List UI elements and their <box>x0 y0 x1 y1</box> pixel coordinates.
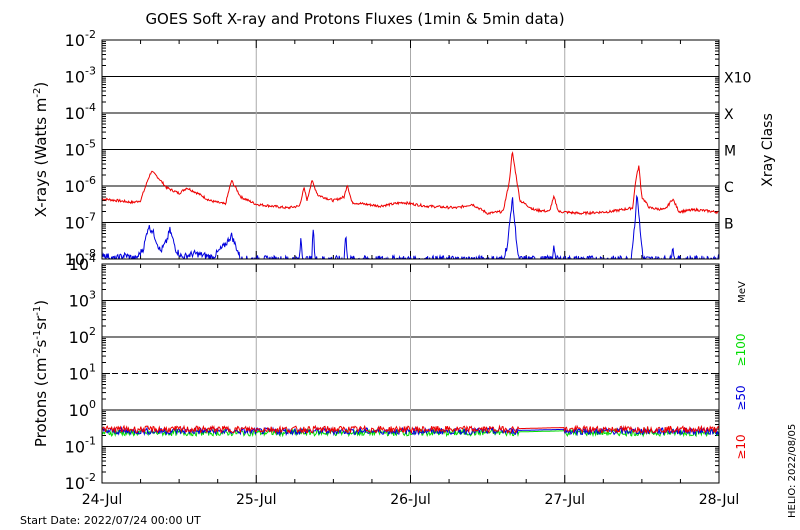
y-tick-label: 10-8 <box>65 247 96 269</box>
panel-frame <box>101 263 720 484</box>
xray-class-axis-label: Xray Class <box>760 113 776 187</box>
y-tick-label: 100 <box>69 398 96 420</box>
x-tick-label: 27-Jul <box>544 492 585 508</box>
energy-unit-label: MeV <box>737 281 748 303</box>
x-tick-label: 28-Jul <box>699 492 740 508</box>
start-date-label: Start Date: 2022/07/24 00:00 UT <box>20 514 201 527</box>
y-tick-label: 10-6 <box>65 174 96 196</box>
xray-class-label: C <box>724 180 734 196</box>
x-tick-label: 24-Jul <box>82 492 123 508</box>
energy-label: ≥100 <box>734 334 748 367</box>
y-axis-label: X-rays (Watts m-2) <box>32 82 50 217</box>
helio-stamp: HELIO: 2022/08/05 <box>787 424 798 518</box>
x-tick-label: 25-Jul <box>236 492 277 508</box>
y-tick-label: 10-2 <box>65 471 96 493</box>
x-tick-label: 26-Jul <box>390 492 431 508</box>
y-tick-label: 10-5 <box>65 138 96 160</box>
y-tick-label: 10-3 <box>65 65 96 87</box>
energy-label: ≥50 <box>734 385 748 410</box>
y-tick-label: 10-2 <box>65 28 96 50</box>
y-tick-label: 103 <box>69 289 96 311</box>
panel-frame <box>101 39 720 260</box>
xray-class-label: X10 <box>724 71 751 87</box>
xray-class-label: M <box>724 144 736 160</box>
y-axis-label: Protons (cm-2s-1sr-1) <box>32 300 50 447</box>
y-tick-label: 101 <box>69 362 96 384</box>
y-tick-label: 102 <box>69 325 96 347</box>
y-tick-label: 10-7 <box>65 211 96 233</box>
y-tick-label: 104 <box>69 252 96 274</box>
xray-class-label: B <box>724 217 734 233</box>
xray-class-label: X <box>724 107 734 123</box>
chart-title: GOES Soft X-ray and Protons Fluxes (1min… <box>145 10 564 28</box>
xray-long-series <box>102 151 719 216</box>
y-tick-label: 10-4 <box>65 101 96 123</box>
proton-series-p10 <box>102 424 719 435</box>
energy-label: ≥10 <box>734 434 748 459</box>
y-tick-label: 10-1 <box>65 435 96 457</box>
xray-short-series <box>102 194 719 259</box>
